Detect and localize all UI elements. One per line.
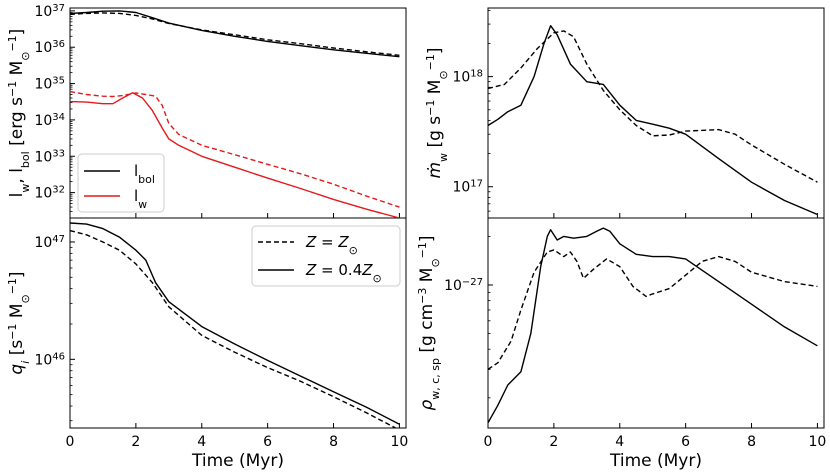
rho-xlabel: Time (Myr) <box>609 451 702 471</box>
lum-ytick-label: 1035 <box>34 75 65 93</box>
rho-series-zsun <box>488 249 818 370</box>
rho-ytick-label: 10−27 <box>444 276 483 294</box>
rho-series-z04 <box>488 227 818 424</box>
legend-label-zsun: Z = Z⊙ <box>305 233 358 257</box>
lum-ytick-label: 1032 <box>34 184 65 202</box>
lum-series-z04-lw <box>70 91 400 218</box>
qi-legend: Z = Z⊙ Z = 0.4Z⊙ <box>251 225 401 287</box>
lum-legend: lbol lw <box>77 153 165 213</box>
qi-xtick-label: 0 <box>66 434 75 450</box>
rho-xtick-label: 6 <box>681 434 690 450</box>
qi-legend-box <box>251 225 401 287</box>
legend-label-z04: Z = 0.4Z⊙ <box>305 261 382 285</box>
qi-ytick-label: 1046 <box>34 351 65 369</box>
qi-series-z04 <box>70 222 400 425</box>
qi-xtick-label: 4 <box>197 434 206 450</box>
qi-ytick-label: 1047 <box>34 233 65 251</box>
mdot-ytick-label: 1018 <box>452 68 483 86</box>
qi-xtick-label: 8 <box>329 434 338 450</box>
lum-ytick-label: 1036 <box>34 39 65 57</box>
rho-ylabel: ρw, c, sp [g cm−3 M⊙−1] <box>416 235 442 410</box>
panel-mdot-frame <box>487 7 825 219</box>
qi-ylabel: qi [s−1 M⊙−1] <box>6 271 32 374</box>
mdot-series-z04 <box>488 25 818 216</box>
lum-ylabel: lw, lbol [erg s−1 M⊙−1] <box>6 29 32 198</box>
lum-ytick-label: 1034 <box>34 111 65 129</box>
lum-ytick-label: 1037 <box>34 2 65 20</box>
qi-xlabel: Time (Myr) <box>191 451 284 471</box>
lum-legend-box <box>77 153 165 213</box>
mdot-series-zsun <box>488 30 818 183</box>
rho-xtick-label: 0 <box>484 434 493 450</box>
mdot-ylabel: ṁw [g s−1 M⊙−1] <box>424 47 450 178</box>
qi-xtick-label: 2 <box>131 434 140 450</box>
panel-qi-frame <box>69 217 407 429</box>
mdot-ytick-label: 1017 <box>452 178 483 196</box>
qi-xtick-label: 6 <box>263 434 272 450</box>
rho-xtick-label: 10 <box>808 434 826 450</box>
lum-series-zsun <box>70 12 400 56</box>
lum-series-z04 <box>70 10 400 58</box>
rho-xtick-label: 8 <box>747 434 756 450</box>
rho-xtick-label: 2 <box>549 434 558 450</box>
rho-xtick-label: 4 <box>615 434 624 450</box>
lum-series-zsun-lw <box>70 90 400 208</box>
qi-xtick-label: 10 <box>390 434 408 450</box>
lum-ytick-label: 1033 <box>34 148 65 166</box>
panel-rho-frame <box>487 217 825 429</box>
